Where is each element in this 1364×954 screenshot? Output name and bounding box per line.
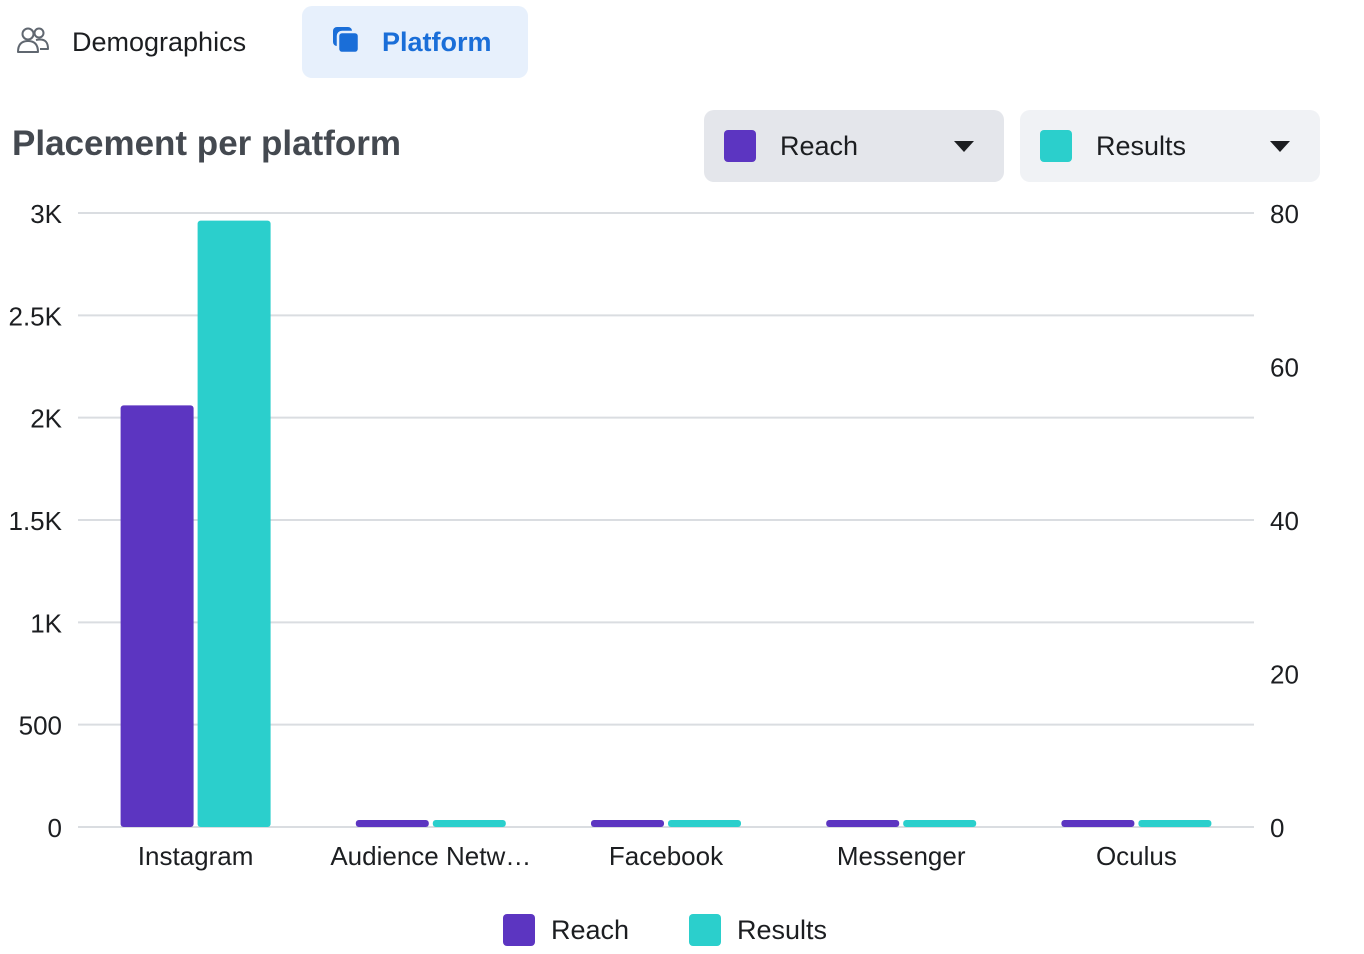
tab-platform-label: Platform bbox=[382, 26, 492, 57]
y-left-tick-label: 1.5K bbox=[9, 506, 63, 536]
y-right-tick-label: 20 bbox=[1270, 660, 1299, 690]
legend-label-reach: Reach bbox=[550, 914, 629, 945]
placement-bar-chart: 0 500 1K 1.5K 2K 2.5K 3K 0 20 40 60 80 Instagram Audi… bbox=[9, 199, 1299, 871]
y-right-tick-label: 40 bbox=[1270, 506, 1299, 536]
legend-item-reach[interactable]: Reach bbox=[502, 914, 629, 946]
y-left-tick-label: 500 bbox=[19, 711, 62, 741]
reach-dropdown-label: Reach bbox=[780, 130, 859, 161]
results-color-swatch bbox=[1040, 130, 1072, 162]
chart-legend: Reach Results bbox=[0, 908, 1330, 952]
y-right-tick-label: 60 bbox=[1270, 353, 1299, 383]
people-icon bbox=[16, 24, 50, 61]
bar-results-5 bbox=[1138, 820, 1212, 827]
reach-metric-dropdown[interactable]: Reach bbox=[704, 110, 1004, 182]
y-left-tick-label: 0 bbox=[48, 813, 62, 843]
results-metric-dropdown[interactable]: Results bbox=[1020, 110, 1320, 182]
y-left-tick-label: 1K bbox=[30, 608, 62, 638]
legend-label-results: Results bbox=[737, 914, 828, 945]
platform-icon bbox=[330, 24, 362, 61]
bar-reach-3 bbox=[591, 820, 664, 827]
bar-results-3 bbox=[668, 820, 741, 827]
y-right-tick-label: 0 bbox=[1270, 813, 1284, 843]
x-tick-label: Instagram bbox=[138, 841, 254, 871]
x-tick-label: Messenger bbox=[837, 841, 966, 871]
legend-swatch-reach bbox=[502, 914, 535, 946]
results-dropdown-label: Results bbox=[1096, 130, 1187, 161]
bar-reach-4 bbox=[826, 820, 900, 827]
bar-results-4 bbox=[903, 820, 977, 827]
bar-results-1 bbox=[197, 220, 271, 828]
y-left-tick-label: 2.5K bbox=[9, 301, 63, 331]
tab-demographics-label: Demographics bbox=[72, 26, 247, 57]
bar-results-2 bbox=[432, 820, 506, 827]
reach-color-swatch bbox=[724, 130, 756, 162]
chevron-down-icon bbox=[1270, 140, 1290, 152]
tab-platform[interactable]: Platform bbox=[302, 6, 528, 78]
x-tick-label: Facebook bbox=[609, 841, 724, 871]
placement-tabs: Demographics Platform bbox=[0, 6, 600, 78]
tab-demographics[interactable]: Demographics bbox=[10, 6, 280, 78]
y-right-tick-label: 80 bbox=[1270, 199, 1299, 229]
chevron-down-icon bbox=[954, 140, 974, 152]
y-left-tick-label: 2K bbox=[30, 404, 62, 434]
legend-item-results[interactable]: Results bbox=[689, 914, 827, 946]
bar-reach-2 bbox=[355, 820, 429, 827]
bar-reach-1 bbox=[120, 405, 194, 827]
bar-reach-5 bbox=[1061, 820, 1135, 827]
chart-title: Placement per platform bbox=[12, 124, 401, 163]
x-tick-label: Audience Netw… bbox=[330, 841, 531, 871]
y-left-tick-label: 3K bbox=[30, 199, 62, 229]
legend-swatch-results bbox=[689, 914, 721, 946]
x-tick-label: Oculus bbox=[1096, 841, 1177, 871]
